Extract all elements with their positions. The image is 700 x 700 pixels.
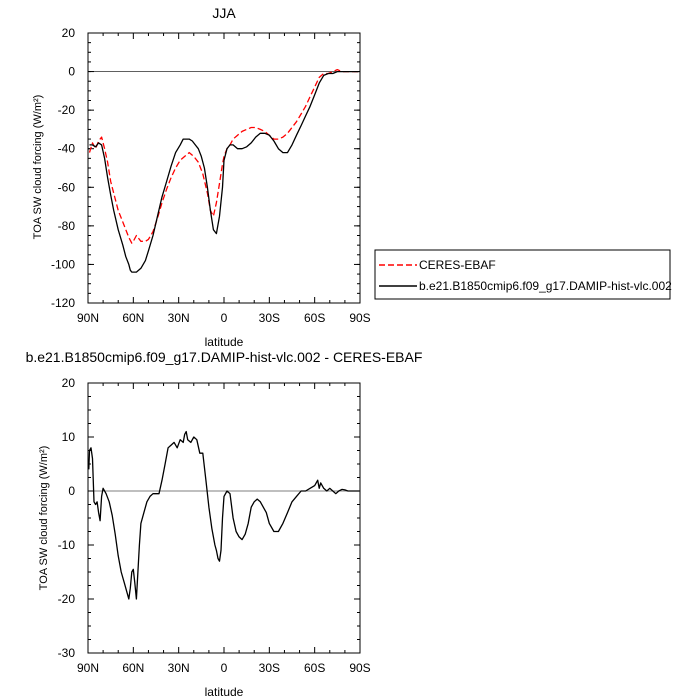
x-tick-label: 30N <box>168 661 190 675</box>
y-tick-label: -20 <box>58 592 76 606</box>
x-tick-label: 0 <box>221 311 228 325</box>
y-tick-label: -10 <box>58 538 76 552</box>
y-tick-label: -30 <box>58 646 76 660</box>
y-tick-label: 0 <box>68 484 75 498</box>
y-tick-label: -80 <box>58 219 76 233</box>
y-tick-label: -100 <box>51 257 75 271</box>
y-tick-label: -20 <box>58 103 76 117</box>
y-tick-label: -120 <box>51 296 75 310</box>
legend-box <box>374 249 671 300</box>
bottom-panel-x-axis-label: latitude <box>205 685 244 699</box>
series-line-0-0 <box>88 68 359 244</box>
y-tick-label: 10 <box>62 430 76 444</box>
bottom-panel-title: b.e21.B1850cmip6.f09_g17.DAMIP-hist-vlc.… <box>26 349 423 365</box>
top-panel-y-axis-label-text: TOA SW cloud forcing (W/m²) <box>32 95 44 240</box>
x-tick-label: 60S <box>304 661 325 675</box>
top-panel-title: JJA <box>212 5 236 21</box>
top-panel-x-axis-label: latitude <box>205 335 244 349</box>
y-tick-label: 20 <box>62 376 76 390</box>
x-tick-label: 60S <box>304 311 325 325</box>
legend-label-ceres: CERES-EBAF <box>419 258 496 272</box>
x-tick-label: 30N <box>168 311 190 325</box>
x-tick-label: 0 <box>221 661 228 675</box>
top-panel-y-axis-label: TOA SW cloud forcing (W/m²) <box>32 95 44 240</box>
bottom-panel-y-axis-label: TOA SW cloud forcing (W/m²) <box>38 446 50 591</box>
x-tick-label: 30S <box>259 661 280 675</box>
x-tick-label: 90S <box>349 661 370 675</box>
bottom-panel-y-axis-label-text: TOA SW cloud forcing (W/m²) <box>38 446 50 591</box>
legend-label-model: b.e21.B1850cmip6.f09_g17.DAMIP-hist-vlc.… <box>419 279 672 293</box>
series-line-0-1 <box>89 70 359 273</box>
x-tick-label: 60N <box>122 311 144 325</box>
legend: CERES-EBAF b.e21.B1850cmip6.f09_g17.DAMI… <box>374 249 672 300</box>
x-tick-label: 90N <box>77 311 99 325</box>
x-tick-label: 60N <box>122 661 144 675</box>
top-panel: JJA latitude TOA SW cloud forcing (W/m²)… <box>32 5 371 349</box>
y-tick-label: -60 <box>58 180 76 194</box>
series-line-1-0 <box>88 430 360 600</box>
plot-frame <box>87 382 361 654</box>
x-tick-label: 90S <box>349 311 370 325</box>
bottom-panel: b.e21.B1850cmip6.f09_g17.DAMIP-hist-vlc.… <box>26 349 423 699</box>
y-tick-label: -40 <box>58 142 76 156</box>
x-tick-label: 90N <box>77 661 99 675</box>
y-tick-label: 0 <box>68 65 75 79</box>
y-tick-label: 20 <box>62 26 76 40</box>
x-tick-label: 30S <box>259 311 280 325</box>
